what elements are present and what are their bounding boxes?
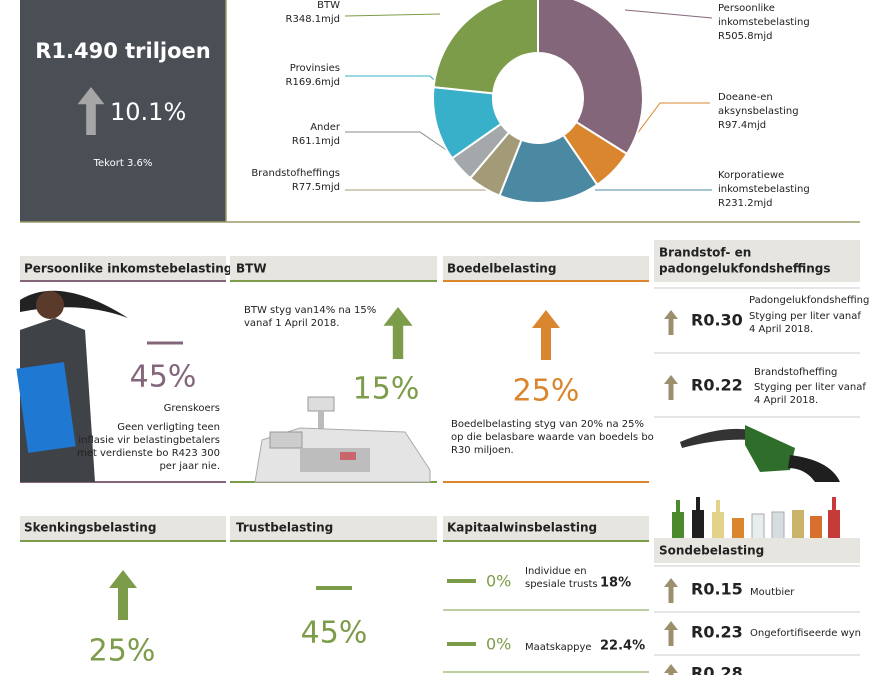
fuel-nozzle: [680, 425, 840, 482]
panel-trust: Trustbelasting 45%: [230, 516, 437, 651]
title: Skenkingsbelasting: [24, 521, 156, 535]
donut-segment: [432, 0, 539, 95]
segment-name: BTW: [317, 0, 340, 11]
arrow: [383, 307, 413, 359]
panel-fuel: Brandstof- en padongelukfondsheffings R0…: [654, 240, 869, 482]
title: Trustbelasting: [236, 521, 333, 535]
segment-value: R77.5mjd: [292, 182, 340, 193]
segment-value: R231.2mjd: [718, 198, 772, 209]
bottles: [672, 497, 840, 540]
arrow: [532, 310, 560, 360]
title: Persoonlike inkomstebelasting: [24, 262, 232, 276]
segment-name: aksynsbelasting: [718, 106, 799, 117]
text: Styging per liter vanaf: [749, 311, 861, 322]
segment-name: Ander: [310, 122, 341, 133]
amount: R0.23: [691, 623, 743, 642]
segment-name: inkomstebelasting: [718, 184, 810, 195]
segment-name: Brandstofheffings: [251, 168, 340, 179]
header: [654, 240, 860, 282]
header: [20, 516, 226, 541]
panel-donations: Skenkingsbelasting 25%: [20, 516, 226, 669]
text: Styging per liter vanaf: [754, 382, 866, 393]
segment-name: inkomstebelasting: [718, 17, 810, 28]
arrow: [664, 578, 678, 603]
summary-box: [20, 0, 226, 222]
header: [443, 516, 649, 541]
rate: 22.4%: [600, 639, 645, 654]
text: 4 April 2018.: [754, 395, 818, 406]
panel-vat: BTW BTW styg van14% na 15% vanaf 1 April…: [230, 256, 437, 483]
text: op die belasbare waarde van boedels bo: [451, 432, 654, 443]
head: [36, 291, 64, 319]
rate: 45%: [130, 360, 197, 395]
arrow: [664, 664, 678, 675]
rate: 18%: [600, 576, 631, 591]
text: Boedelbelasting styg van 20% na 25%: [451, 419, 644, 430]
title: Sondebelasting: [659, 544, 764, 558]
header: [443, 256, 649, 281]
amount: R0.15: [691, 580, 743, 599]
change: 0%: [486, 635, 511, 654]
text: 4 April 2018.: [749, 324, 813, 335]
amount: R0.30: [691, 311, 743, 330]
panel-cgt: Kapitaalwinsbelasting 0% Individue en sp…: [443, 516, 649, 673]
growth: 10.1%: [110, 98, 186, 126]
amount: R0.28: [691, 664, 743, 675]
cash-register: [254, 396, 431, 483]
amount: R0.22: [691, 376, 743, 395]
row-name: Moutbier: [750, 587, 795, 598]
header: [20, 256, 226, 281]
arrow: [664, 375, 678, 400]
segment-value: R505.8mjd: [718, 31, 772, 42]
header: [230, 256, 437, 281]
arrow: [664, 621, 678, 646]
segment-value: R169.6mjd: [286, 77, 340, 88]
panel-personal: Persoonlike inkomstebelasting 45% Grensk…: [16, 256, 232, 483]
change: 0%: [486, 572, 511, 591]
segment-value: R97.4mjd: [718, 120, 766, 131]
rate: 25%: [89, 634, 156, 669]
segment-name: Persoonlike: [718, 3, 775, 14]
text: vanaf 1 April 2018.: [244, 318, 339, 329]
arrow: [109, 570, 137, 620]
rate: 45%: [301, 616, 368, 651]
panel-estate: Boedelbelasting 25% Boedelbelasting styg…: [443, 256, 654, 483]
row-name: spesiale trusts: [525, 579, 598, 590]
title: Brandstof- en: [659, 246, 751, 260]
text: Geen verligting teen: [117, 422, 220, 433]
row-name: Maatskappye: [525, 642, 592, 653]
title: Boedelbelasting: [447, 262, 556, 276]
rate: 15%: [353, 372, 420, 407]
deficit: Tekort 3.6%: [93, 158, 153, 169]
total: R1.490 triljoen: [35, 39, 211, 63]
text: inflasie vir belastingbetalers: [78, 435, 220, 446]
row-name: Individue en: [525, 566, 587, 577]
header: [654, 538, 860, 563]
item-name: Brandstofheffing: [754, 367, 837, 378]
donut: Persoonlike inkomstebelasting R505.8mjd Doe…: [251, 0, 810, 209]
title: BTW: [236, 262, 267, 276]
rate: 25%: [513, 374, 580, 409]
text: R30 miljoen.: [451, 445, 514, 456]
text: BTW styg van14% na 15%: [244, 305, 376, 316]
item-name: Padongelukfondsheffing: [749, 295, 869, 306]
header: [230, 516, 437, 541]
arrow: [664, 310, 678, 335]
segment-name: Korporatiewe: [718, 170, 784, 181]
segment-value: R61.1mjd: [292, 136, 340, 147]
text: per jaar nie.: [159, 461, 220, 472]
panel-sin: Sondebelasting R0.15 Moutbier R0.23 Onge…: [654, 497, 861, 675]
text: met verdienste bo R423 300: [77, 448, 220, 459]
folder: [16, 362, 76, 453]
donut-segment: [537, 0, 644, 156]
segment-name: Provinsies: [290, 63, 340, 74]
title: padongelukfondsheffings: [659, 262, 831, 276]
segment-name: Doeane-en: [718, 92, 773, 103]
caption: Grenskoers: [164, 403, 220, 414]
row-name: Ongefortifiseerde wyn: [750, 628, 861, 639]
title: Kapitaalwinsbelasting: [447, 521, 597, 535]
segment-value: R348.1mjd: [286, 14, 340, 25]
